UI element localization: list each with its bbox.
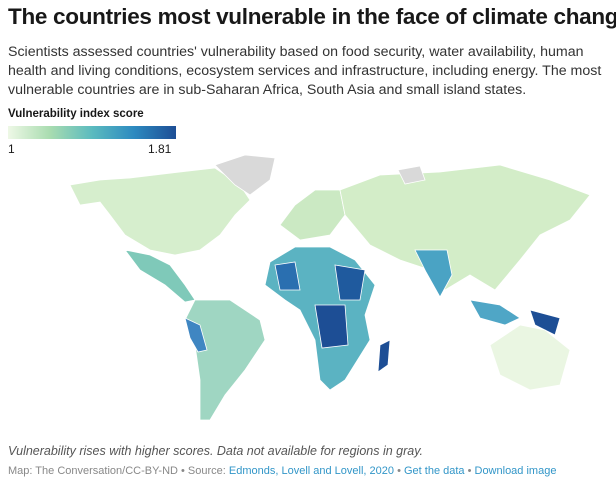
source-line: Map: The Conversation/CC-BY-ND • Source:… — [8, 465, 556, 477]
region-australia[interactable] — [489, 324, 571, 391]
region-sahel[interactable] — [334, 264, 366, 301]
region-greenland[interactable] — [214, 155, 276, 196]
region-south-asia[interactable] — [414, 249, 453, 298]
region-north-america[interactable] — [69, 167, 251, 256]
chart-description: Scientists assessed countries' vulnerabi… — [8, 44, 602, 98]
legend-color-scale — [8, 126, 176, 139]
legend-title: Vulnerability index score — [8, 108, 144, 120]
download-image-link[interactable]: Download image — [474, 465, 557, 477]
region-andes[interactable] — [184, 317, 208, 353]
separator: • — [394, 465, 404, 477]
region-papua-new-guinea[interactable] — [529, 309, 561, 336]
world-map[interactable] — [0, 155, 616, 435]
region-svalbard[interactable] — [397, 165, 426, 185]
chart-title: The countries most vulnerable in the fac… — [8, 4, 616, 29]
region-central-america[interactable] — [124, 249, 196, 303]
region-central-africa[interactable] — [314, 304, 349, 349]
region-europe[interactable] — [279, 189, 346, 241]
region-southeast-asia[interactable] — [469, 299, 521, 326]
region-asia[interactable] — [339, 164, 591, 291]
credit-text: Map: The Conversation/CC-BY-ND • Source: — [8, 465, 229, 477]
source-link[interactable]: Edmonds, Lovell and Lovell, 2020 — [228, 465, 395, 477]
legend-min-label: 1 — [8, 142, 15, 156]
legend-max-label: 1.81 — [148, 142, 172, 156]
map-note: Vulnerability rises with higher scores. … — [8, 444, 424, 458]
separator: • — [464, 465, 475, 477]
get-data-link[interactable]: Get the data — [403, 465, 465, 477]
region-west-africa[interactable] — [274, 261, 301, 291]
region-madagascar[interactable] — [377, 339, 391, 373]
region-south-america[interactable] — [184, 299, 266, 421]
